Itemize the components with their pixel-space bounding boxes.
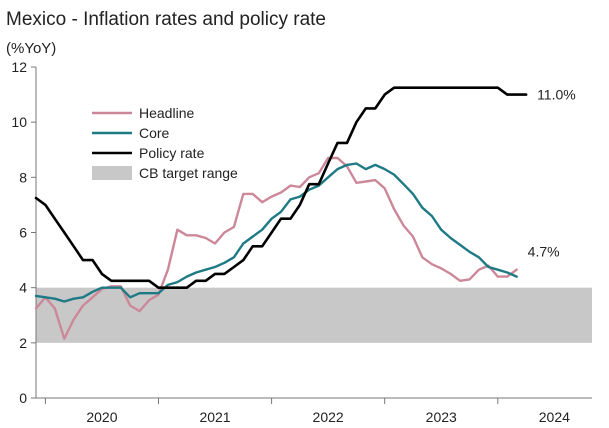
x-tick-label: 2023 — [426, 409, 457, 425]
y-tick-label: 4 — [19, 280, 27, 296]
legend-label-policy-rate: Policy rate — [139, 145, 205, 161]
y-axis-unit-label: (%YoY) — [6, 40, 56, 57]
annotation-layer: 11.0% 4.7% — [528, 87, 576, 260]
series-line-policy-rate — [34, 86, 528, 289]
y-tick-label: 8 — [19, 169, 27, 185]
end-value-label-headline: 4.7% — [528, 244, 560, 260]
y-tick-label: 10 — [11, 114, 27, 130]
y-tick-label: 12 — [11, 59, 27, 75]
x-tick-label: 2022 — [313, 409, 344, 425]
legend-label-core: Core — [139, 125, 170, 141]
series-layer — [34, 86, 528, 340]
target-band-layer — [36, 287, 592, 343]
axis-layer: 0 2 4 6 8 10 12 2020 2021 2022 2023 2024 — [11, 59, 592, 425]
series-line-core — [34, 162, 518, 303]
x-tick-label: 2021 — [199, 409, 230, 425]
x-tick-label: 2020 — [86, 409, 117, 425]
legend-swatch-cb-target-range — [92, 166, 132, 180]
legend-label-headline: Headline — [139, 105, 194, 121]
end-value-label-policy-rate: 11.0% — [537, 87, 576, 103]
series-line-headline — [34, 156, 518, 340]
y-tick-label: 6 — [19, 225, 27, 241]
x-tick-label: 2024 — [539, 409, 570, 425]
y-tick-label: 2 — [19, 335, 27, 351]
legend: Headline Core Policy rate CB target range — [92, 105, 238, 181]
legend-label-cb-target-range: CB target range — [139, 165, 238, 181]
chart-title: Mexico - Inflation rates and policy rate — [6, 9, 326, 30]
y-tick-label: 0 — [19, 390, 27, 406]
cb-target-band — [36, 287, 592, 343]
